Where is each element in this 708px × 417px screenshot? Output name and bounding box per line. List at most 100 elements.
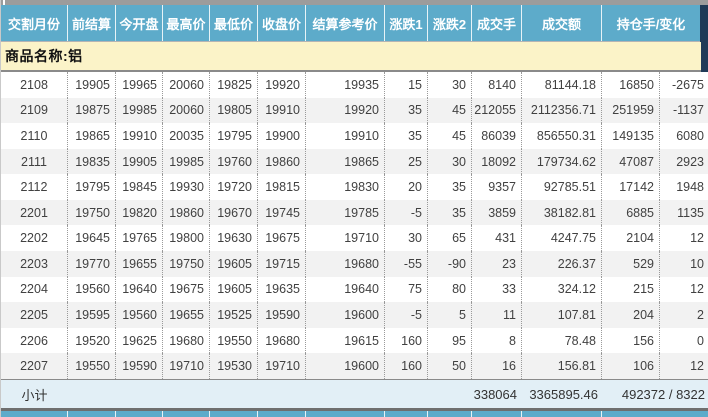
cell-prev_settle: 19770 [68, 251, 116, 277]
header-cell-close: 收盘价 [258, 5, 306, 41]
cell-close: 19900 [258, 123, 306, 149]
cell-month: 2207 [1, 353, 68, 379]
subtotal-open-interest: 492372 / 8322 [621, 386, 705, 402]
cell-high: 19710 [163, 353, 210, 379]
cell-settle_ref: 19600 [306, 353, 385, 379]
cell-turnover: 38182.81 [522, 199, 602, 226]
cell-open: 19910 [116, 123, 163, 149]
cell-prev_settle: 19550 [68, 353, 116, 379]
cell-volume: 16 [472, 353, 522, 379]
cell-volume: 86039 [472, 123, 522, 149]
cell-low: 19630 [210, 225, 258, 252]
cell-close: 19745 [258, 199, 306, 226]
cell-change2: 80 [428, 276, 472, 303]
subtotal-row: 小计 338064 3365895.46 492372 / 8322 [1, 379, 708, 408]
cell-high: 20060 [163, 97, 210, 124]
cell-settle_ref: 19710 [306, 225, 385, 252]
cell-month: 2109 [1, 97, 68, 124]
cell-month: 2205 [1, 302, 68, 328]
table-row: 2207 19550 19590 19710 19530 19710 19600 160 50 1… [1, 353, 708, 379]
next-section-header-strip [1, 411, 708, 417]
cell-oi_change: -2675 [672, 77, 704, 92]
cell-open_interest: 47087 [602, 148, 660, 175]
cell-month: 2201 [1, 199, 68, 226]
cell-open_interest: 6885 [602, 199, 660, 226]
cell-high: 19680 [163, 327, 210, 354]
cell-high: 19860 [163, 199, 210, 226]
cell-change2: 50 [428, 353, 472, 379]
subtotal-volume: 338064 [473, 386, 517, 402]
table-row: 2112 19795 19845 19930 19720 19815 19830 20 35 93… [1, 174, 708, 200]
cell-month: 2202 [1, 225, 68, 252]
next-header-cell [210, 411, 258, 417]
cell-open: 19560 [116, 302, 163, 328]
cell-settle_ref: 19615 [306, 327, 385, 354]
cell-turnover: 2112356.71 [522, 97, 602, 124]
header-cell-change2: 涨跌2 [428, 5, 472, 41]
cell-change1: 160 [385, 327, 428, 354]
cell-settle_ref: 19680 [306, 251, 385, 277]
cell-low: 19530 [210, 353, 258, 379]
cell-open_interest: 16850 [602, 72, 660, 98]
header-cell-change1: 涨跌1 [385, 5, 428, 41]
cell-month: 2112 [1, 174, 68, 200]
next-header-cell [428, 411, 472, 417]
next-header-cell [258, 411, 306, 417]
cell-volume: 3859 [472, 199, 522, 226]
cell-turnover: 4247.75 [522, 225, 602, 252]
cell-change1: 35 [385, 97, 428, 124]
cell-settle_ref: 19920 [306, 97, 385, 124]
cell-close: 19680 [258, 327, 306, 354]
next-header-cell [522, 411, 602, 417]
cell-oi_change: 12 [690, 231, 704, 246]
cell-prev_settle: 19595 [68, 302, 116, 328]
cell-change1: 30 [385, 225, 428, 252]
cell-open_interest: 204 [602, 302, 660, 328]
table-header-row: 交割月份 前结算 今开盘 最高价 最低价 收盘价 结算参考价 涨跌1 涨跌2 成交手 成交额 持仓手/… [1, 5, 700, 42]
cell-high: 19930 [163, 174, 210, 200]
cell-change1: 25 [385, 148, 428, 175]
cell-volume: 8140 [472, 72, 522, 98]
table-row: 2108 19905 19965 20060 19825 19920 19935 15 30 81… [1, 72, 708, 98]
cell-high: 19750 [163, 251, 210, 277]
cell-volume: 212055 [472, 97, 522, 124]
header-cell-settle_ref: 结算参考价 [306, 5, 385, 41]
cell-turnover: 81144.18 [522, 72, 602, 98]
table-row: 2110 19865 19910 20035 19795 19900 19910 35 45 86… [1, 123, 708, 149]
product-name-label: 商品名称:铝 [5, 48, 83, 64]
cell-prev_settle: 19835 [68, 148, 116, 175]
cell-volume: 11 [472, 302, 522, 328]
cell-low: 19795 [210, 123, 258, 149]
cell-open_interest: 2104 [602, 225, 660, 252]
cell-high: 20035 [163, 123, 210, 149]
header-cell-open: 今开盘 [116, 5, 163, 41]
header-cell-open_interest: 持仓手/变化 [616, 16, 686, 32]
cell-open: 19590 [116, 353, 163, 379]
cell-close: 19920 [258, 72, 306, 98]
cell-volume: 8 [472, 327, 522, 354]
table-row: 2201 19750 19820 19860 19670 19745 19785 -5 35 38… [1, 199, 708, 226]
next-header-cell [472, 411, 522, 417]
cell-oi_change: -1137 [672, 103, 704, 118]
cell-close: 19675 [258, 225, 306, 252]
header-cell-volume: 成交手 [472, 5, 522, 41]
product-name-row: 商品名称:铝 [1, 42, 701, 72]
cell-low: 19605 [210, 251, 258, 277]
cell-settle_ref: 19640 [306, 276, 385, 303]
cell-close: 19860 [258, 148, 306, 175]
table-row: 2111 19835 19905 19985 19760 19860 19865 25 30 18… [1, 148, 708, 175]
cell-low: 19670 [210, 199, 258, 226]
cell-low: 19760 [210, 148, 258, 175]
cell-low: 19550 [210, 327, 258, 354]
cell-prev_settle: 19905 [68, 72, 116, 98]
cell-prev_settle: 19795 [68, 174, 116, 200]
cell-open_interest: 529 [602, 251, 660, 277]
cell-month: 2111 [1, 148, 68, 175]
cell-high: 19675 [163, 276, 210, 303]
cell-open: 19640 [116, 276, 163, 303]
table-row: 2202 19645 19765 19800 19630 19675 19710 30 65 43… [1, 225, 708, 252]
cell-open: 19965 [116, 72, 163, 98]
cell-open_interest: 106 [602, 353, 660, 379]
cell-change1: -5 [385, 199, 428, 226]
